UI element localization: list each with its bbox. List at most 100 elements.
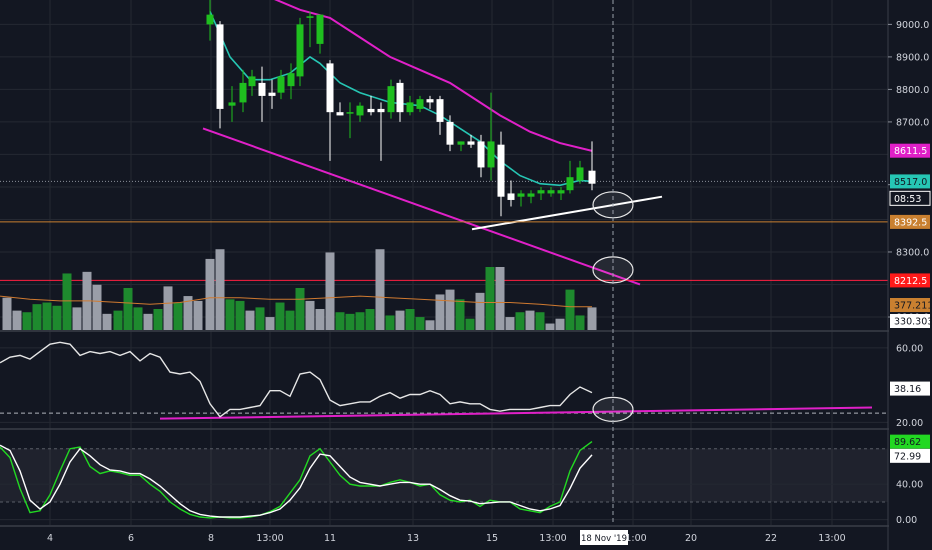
rsi-badge: 38.16: [890, 381, 930, 396]
stoch-badge-label: 72.99: [894, 451, 921, 462]
stoch-badge-box: [890, 448, 930, 463]
volume-bar-up: [355, 312, 365, 330]
candle-up: [547, 186, 555, 197]
price-scale[interactable]: 9000.08900.08800.08700.08507.08300.08100…: [888, 0, 932, 550]
candle-down: [497, 131, 505, 217]
price-annotations[interactable]: [0, 127, 888, 286]
candle-up: [527, 190, 535, 204]
volume-bar-down: [525, 310, 535, 330]
candle-body: [487, 141, 495, 168]
candle-body: [336, 112, 344, 116]
candle-body: [446, 121, 454, 145]
price-badge-box: [890, 214, 930, 229]
volume-bar-up: [255, 307, 265, 330]
time-tick-label: 15: [486, 533, 498, 544]
volume-bar-up: [153, 309, 163, 330]
candle-body: [316, 14, 324, 44]
candle-up: [557, 186, 565, 200]
candle-body: [239, 82, 247, 103]
volume-bar-up: [565, 289, 575, 330]
candle-body: [576, 167, 584, 181]
volume-bar-up: [365, 309, 375, 330]
price-badge-label: 8517.0: [894, 177, 927, 188]
candle-body: [557, 190, 565, 194]
candle-body: [326, 63, 334, 113]
candle-down: [588, 141, 596, 191]
candle-body: [406, 102, 414, 113]
candle-up: [576, 160, 584, 184]
price-tick-label: 8300.0: [896, 247, 929, 258]
candle-body: [346, 112, 354, 114]
candle-down: [467, 134, 475, 148]
price-badge: 8517.0: [890, 174, 930, 189]
volume-panel: [0, 249, 597, 330]
trendline-white[interactable]: [471, 195, 663, 231]
candle-up: [239, 69, 247, 113]
candle-body: [396, 82, 404, 113]
stoch-badge-box: [890, 434, 930, 449]
volume-bar-down: [315, 309, 325, 330]
rsi-trendline[interactable]: [159, 406, 873, 420]
volume-bar-up: [465, 318, 475, 330]
candle-body: [426, 99, 434, 103]
price-badge: 08:53: [889, 190, 931, 206]
volume-badge: 377.211M: [890, 298, 932, 312]
crosshair-time-badge: 18 Nov '19: [580, 530, 628, 545]
candle-up: [517, 190, 525, 207]
candle-body: [268, 92, 276, 96]
volume-bar-up: [345, 313, 355, 330]
volume-bar-down: [505, 317, 515, 330]
candle-up: [316, 14, 324, 54]
volume-bar-down: [495, 267, 505, 330]
price-badge-label: 8392.5: [894, 217, 927, 228]
trendline-magenta[interactable]: [202, 127, 641, 286]
volume-badge-box: [890, 314, 930, 328]
volume-bar-up: [295, 288, 305, 330]
volume-bar-up: [485, 267, 495, 330]
candle-body: [206, 14, 214, 25]
rsi-badge-box: [890, 381, 930, 396]
ema-slow-line: [274, 0, 593, 152]
stoch-badge: 72.99: [890, 448, 930, 463]
candle-body: [216, 24, 224, 109]
volume-bar-down: [375, 249, 385, 330]
rsi-badge-label: 38.16: [894, 384, 921, 395]
time-scale[interactable]: 4 6 8 13:00 11 13 15 13:00 01:00 20 22 13:00 18 Nov …: [47, 530, 846, 545]
price-tick-label: 8800.0: [896, 85, 929, 96]
candle-up: [287, 63, 295, 100]
stoch-badge: 89.62: [890, 434, 930, 449]
moving-average-lines: [209, 0, 593, 187]
candle-up: [306, 11, 314, 48]
crosshair-time-box: [580, 530, 628, 545]
candle-body: [457, 141, 465, 145]
candle-body: [588, 170, 596, 184]
candle-down: [477, 134, 485, 178]
candle-body: [258, 82, 266, 96]
stochastic-panel[interactable]: [0, 441, 888, 521]
volume-bar-down: [435, 294, 445, 330]
candle-body: [566, 177, 574, 191]
candle-down: [377, 102, 385, 161]
rsi-panel[interactable]: [0, 341, 888, 423]
volume-bar-down: [205, 258, 215, 330]
candle-up: [537, 186, 545, 200]
candle-up: [228, 86, 236, 122]
price-badge-label: 8611.5: [894, 146, 927, 157]
time-tick-label: 13:00: [818, 533, 845, 544]
candle-body: [467, 141, 475, 145]
volume-bar-up: [225, 299, 235, 330]
volume-bar-up: [113, 310, 123, 330]
volume-bar-up: [22, 312, 32, 330]
candle-down: [268, 79, 276, 109]
candle-body: [436, 99, 444, 122]
rsi-tick-label: 60.00: [896, 343, 923, 354]
volume-badge: 330.303M: [890, 314, 932, 328]
time-tick-label: 8: [208, 533, 214, 544]
volume-bar-up: [385, 315, 395, 330]
candle-up: [387, 79, 395, 119]
stoch-tick-label: 0.00: [896, 515, 917, 526]
price-badge-box: [890, 143, 930, 158]
price-tick-label: 8700.0: [896, 117, 929, 128]
